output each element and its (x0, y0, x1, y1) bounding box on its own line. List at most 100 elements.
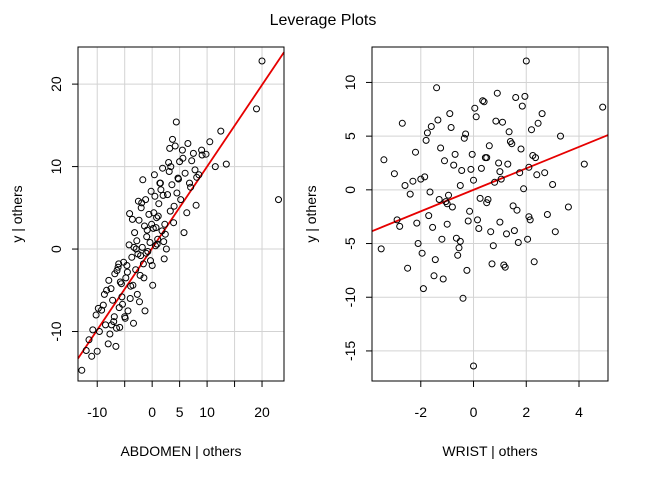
abdomen-point-100 (165, 168, 173, 175)
wrist-point-116 (443, 200, 451, 208)
wrist-point-77 (492, 117, 500, 125)
wrist-point-92 (437, 144, 445, 152)
abdomen-point-46 (147, 187, 155, 195)
wrist-point-82 (518, 102, 526, 110)
abdomen-point-105 (188, 157, 196, 165)
wrist-point-70 (455, 244, 463, 252)
abdomen-point-50 (152, 242, 159, 250)
wrist-point-76 (487, 228, 495, 236)
abdomen-point-28 (126, 295, 134, 302)
abdomen-point-2 (85, 336, 93, 344)
wrist-y-tick-label-2: -5 (342, 237, 358, 250)
wrist-point-32 (480, 98, 488, 106)
abdomen-point-14 (107, 285, 115, 293)
wrist-point-69 (450, 161, 458, 169)
wrist-point-10 (422, 136, 430, 144)
abdomen-point-116 (148, 220, 156, 228)
abdomen-point-138 (139, 176, 147, 184)
abdomen-y-axis-label: y | others (9, 185, 25, 242)
wrist-point-104 (500, 261, 508, 269)
abdomen-point-117 (152, 224, 160, 232)
abdomen-point-61 (168, 181, 176, 189)
abdomen-points (78, 57, 282, 374)
wrist-point-73 (471, 104, 479, 112)
abdomen-point-110 (117, 280, 125, 288)
abdomen-point-41 (142, 196, 150, 204)
wrist-point-90 (421, 173, 429, 181)
abdomen-point-31 (131, 229, 139, 237)
wrist-point-53 (538, 110, 546, 118)
wrist-point-24 (459, 294, 467, 302)
abdomen-point-107 (198, 151, 206, 159)
abdomen-point-87 (119, 300, 126, 308)
wrist-point-111 (426, 188, 434, 196)
wrist-point-67 (439, 275, 447, 283)
abdomen-point-91 (133, 290, 141, 298)
abdomen-x-tick-label-2: 0 (148, 404, 156, 420)
abdomen-point-67 (181, 169, 189, 177)
wrist-point-31 (477, 164, 485, 172)
abdomen-point-39 (139, 260, 147, 268)
abdomen-point-18 (113, 324, 120, 332)
abdomen-x-axis: -10 0 5 10 20 (87, 381, 270, 420)
abdomen-point-76 (211, 163, 219, 171)
wrist-point-87 (551, 228, 559, 236)
wrist-point-13 (430, 272, 438, 280)
wrist-point-85 (534, 119, 542, 127)
wrist-point-63 (418, 249, 426, 257)
abdomen-point-96 (150, 209, 158, 217)
abdomen-point-99 (161, 230, 169, 238)
abdomen-point-25 (122, 274, 130, 282)
wrist-point-66 (434, 116, 442, 124)
wrist-fit-line (371, 134, 609, 233)
wrist-point-15 (435, 196, 443, 203)
abdomen-point-11 (103, 286, 111, 294)
abdomen-point-112 (128, 215, 136, 223)
wrist-point-106 (510, 227, 518, 235)
wrist-point-105 (505, 128, 513, 136)
wrist-point-43 (509, 202, 517, 210)
abdomen-point-113 (132, 245, 140, 253)
wrist-point-26 (464, 217, 472, 225)
abdomen-y-tick-label-3: 20 (48, 76, 64, 92)
wrist-point-5 (406, 190, 414, 198)
abdomen-point-126 (130, 319, 137, 327)
abdomen-point-69 (187, 183, 195, 191)
abdomen-point-114 (138, 199, 146, 207)
wrist-point-60 (380, 156, 388, 164)
abdomen-point-43 (144, 248, 152, 255)
abdomen-point-115 (142, 249, 150, 257)
abdomen-point-137 (126, 210, 134, 218)
wrist-point-100 (479, 97, 487, 105)
wrist-point-91 (431, 256, 439, 264)
abdomen-point-90 (130, 243, 138, 251)
wrist-point-59 (599, 103, 607, 111)
abdomen-point-141 (166, 144, 174, 152)
wrist-point-117 (525, 163, 533, 171)
abdomen-point-79 (253, 105, 260, 113)
abdomen-point-84 (105, 276, 113, 284)
abdomen-point-127 (136, 298, 143, 306)
abdomen-fit-line (77, 51, 285, 359)
abdomen-point-32 (132, 266, 140, 274)
wrist-point-56 (557, 132, 564, 140)
abdomen-point-135 (169, 135, 176, 143)
wrist-point-41 (504, 160, 512, 168)
abdomen-point-106 (193, 173, 201, 181)
wrist-point-65 (429, 223, 437, 231)
wrist-point-113 (470, 176, 477, 184)
wrist-point-33 (483, 199, 491, 207)
abdomen-point-140 (159, 164, 167, 172)
wrist-point-6 (412, 148, 419, 156)
wrist-point-54 (543, 211, 551, 218)
abdomen-point-94 (143, 226, 151, 234)
abdomen-point-108 (108, 321, 115, 329)
abdomen-point-12 (104, 340, 112, 348)
wrist-point-1 (390, 170, 398, 178)
abdomen-point-66 (179, 154, 187, 162)
abdomen-point-20 (115, 304, 123, 312)
wrist-point-49 (525, 213, 533, 221)
wrist-x-axis-label: WRIST | others (442, 443, 537, 459)
abdomen-point-73 (198, 146, 206, 154)
